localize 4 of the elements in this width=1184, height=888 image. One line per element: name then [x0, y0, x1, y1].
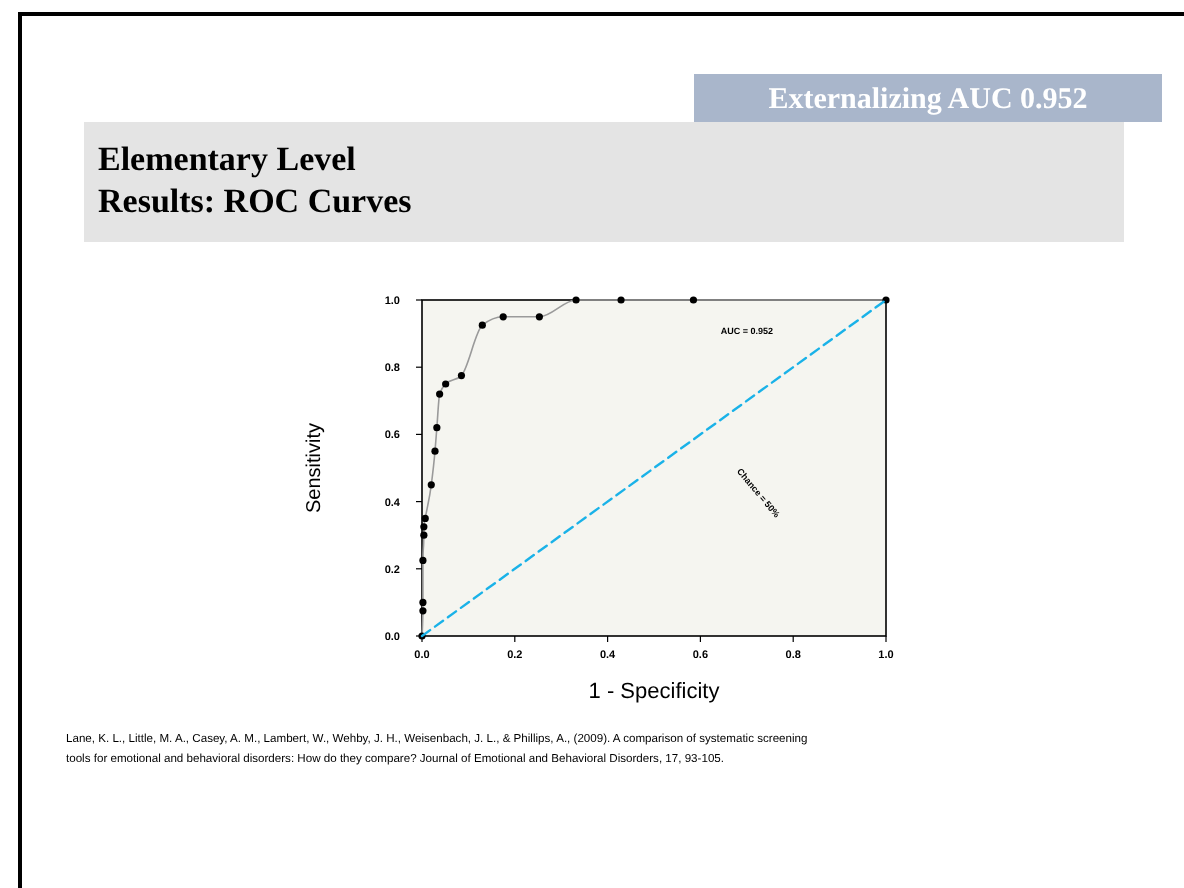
- chart-subtitle: Elementary Level Results: ROC Curves: [98, 140, 413, 220]
- x-axis-title: 1 - Specificity: [588, 680, 721, 704]
- y-axis-title: Sensitivity: [304, 422, 326, 514]
- chart-title: Externalizing AUC 0.952: [768, 84, 1088, 116]
